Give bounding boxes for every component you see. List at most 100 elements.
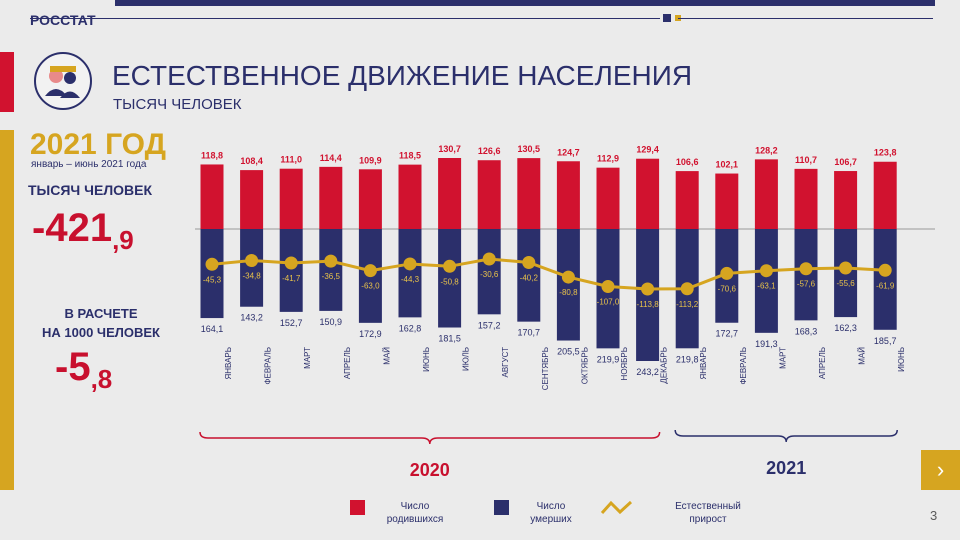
- left-accent-red: [0, 52, 14, 112]
- natural-growth-point: [522, 255, 536, 269]
- deaths-value-label: 181,5: [438, 334, 461, 344]
- deaths-value-label: 205,5: [557, 347, 580, 357]
- births-bar: [398, 164, 422, 229]
- births-bar: [279, 168, 303, 229]
- natural-growth-value-label: -34,8: [242, 272, 261, 281]
- page-number: 3: [930, 508, 938, 523]
- births-value-label: 123,8: [874, 148, 897, 158]
- month-tick-label: НОЯБРЬ: [620, 347, 629, 380]
- summary-total-value: -421,9: [32, 206, 134, 255]
- summary-rate-label: В РАСЧЕТЕ НА 1000 ЧЕЛОВЕК: [30, 304, 172, 342]
- legend-deaths-swatch: [494, 500, 509, 515]
- deaths-value-label: 219,8: [676, 354, 699, 364]
- natural-growth-point: [245, 254, 259, 268]
- year-group-brace: [674, 429, 898, 443]
- deaths-bar: [279, 229, 303, 312]
- natural-growth-point: [284, 256, 298, 270]
- natural-growth-line: [211, 257, 886, 291]
- births-value-label: 130,5: [518, 144, 541, 154]
- month-tick-label: ОКТЯБРЬ: [580, 347, 589, 384]
- births-bar: [477, 160, 501, 229]
- natural-growth-value-label: -30,6: [480, 270, 499, 279]
- header-rule-marker: [663, 14, 671, 22]
- deaths-bar: [240, 229, 264, 307]
- births-value-label: 106,6: [676, 157, 699, 167]
- births-bar: [636, 158, 660, 229]
- natural-growth-value-label: -113,8: [637, 300, 660, 309]
- births-bar: [556, 161, 580, 229]
- natural-growth-value-label: -36,5: [322, 272, 341, 281]
- month-tick-label: МАЙ: [858, 347, 867, 365]
- year-group-brace: [199, 431, 661, 445]
- summary-rate-label-line2: НА 1000 ЧЕЛОВЕК: [42, 325, 160, 340]
- next-slide-button[interactable]: ›: [921, 450, 960, 490]
- deaths-bar: [200, 229, 224, 319]
- births-value-label: 124,7: [557, 147, 580, 157]
- page-title: ЕСТЕСТВЕННОЕ ДВИЖЕНИЕ НАСЕЛЕНИЯ: [112, 60, 693, 91]
- legend-births-line1: Число: [400, 501, 430, 512]
- deaths-value-label: 185,7: [874, 336, 897, 346]
- legend-natural-line2: прирост: [689, 514, 727, 525]
- natural-growth-value-label: -55,6: [836, 279, 855, 288]
- natural-growth-point: [799, 262, 813, 276]
- births-bar: [675, 171, 699, 229]
- natural-growth-value-label: -70,6: [718, 284, 737, 293]
- natural-growth-value-label: -45,3: [203, 275, 222, 284]
- deaths-value-label: 168,3: [795, 326, 818, 336]
- summary-rate-int: -5: [55, 345, 91, 389]
- natural-growth-point: [561, 270, 575, 284]
- deaths-bar: [517, 229, 541, 322]
- births-bar: [200, 164, 224, 229]
- births-bar: [715, 173, 739, 229]
- month-tick-label: ЯНВАРЬ: [699, 347, 708, 380]
- births-bar: [438, 158, 462, 229]
- natural-growth-value-label: -50,8: [440, 277, 459, 286]
- month-tick-label: АПРЕЛЬ: [343, 347, 352, 379]
- births-bar: [358, 169, 382, 229]
- header-rule-right: [678, 18, 933, 19]
- natural-growth-value-label: -44,3: [401, 275, 420, 284]
- month-tick-label: ЯНВАРЬ: [224, 347, 233, 380]
- summary-year-heading: 2021 ГОД: [30, 128, 166, 161]
- header-rule: [30, 18, 660, 19]
- births-value-label: 128,2: [755, 145, 778, 155]
- births-bar: [517, 158, 541, 229]
- natural-growth-point: [324, 254, 338, 268]
- births-value-label: 108,4: [240, 156, 263, 166]
- natural-growth-value-label: -41,7: [282, 274, 301, 283]
- deaths-bar: [873, 229, 897, 330]
- deaths-value-label: 219,9: [597, 354, 620, 364]
- deaths-bar: [319, 229, 343, 311]
- deaths-value-label: 191,3: [755, 339, 778, 349]
- births-value-label: 106,7: [834, 157, 857, 167]
- legend-natural-line1: Естественный: [675, 501, 741, 512]
- deaths-bar: [398, 229, 422, 318]
- natural-growth-point: [482, 252, 496, 266]
- deaths-value-label: 172,7: [716, 329, 739, 339]
- deaths-value-label: 164,1: [201, 324, 224, 334]
- month-tick-label: ФЕВРАЛЬ: [264, 347, 273, 385]
- legend-deaths-line1: Число: [536, 501, 566, 512]
- summary-period: январь – июнь 2021 года: [31, 159, 147, 170]
- natural-growth-value-label: -63,0: [361, 282, 380, 291]
- summary-rate-value: -5,8: [55, 345, 112, 394]
- natural-growth-value-label: -80,8: [559, 288, 578, 297]
- people-icon: [34, 52, 92, 110]
- natural-growth-value-label: -61,9: [876, 281, 895, 290]
- chevron-right-icon: ›: [936, 457, 945, 482]
- births-value-label: 110,7: [795, 155, 817, 165]
- deaths-bar: [438, 229, 462, 328]
- deaths-value-label: 152,7: [280, 318, 303, 328]
- births-value-label: 112,9: [597, 154, 619, 164]
- deaths-bar: [556, 229, 580, 341]
- natural-growth-point: [759, 264, 773, 278]
- brand-label: РОССТАТ: [30, 12, 96, 28]
- natural-growth-point: [680, 282, 694, 296]
- deaths-value-label: 172,9: [359, 329, 382, 339]
- natural-growth-point: [601, 280, 615, 294]
- month-tick-label: МАРТ: [303, 347, 312, 369]
- natural-growth-point: [878, 263, 892, 277]
- births-value-label: 114,4: [320, 153, 342, 163]
- natural-growth-point: [205, 257, 219, 271]
- deaths-value-label: 150,9: [320, 317, 343, 327]
